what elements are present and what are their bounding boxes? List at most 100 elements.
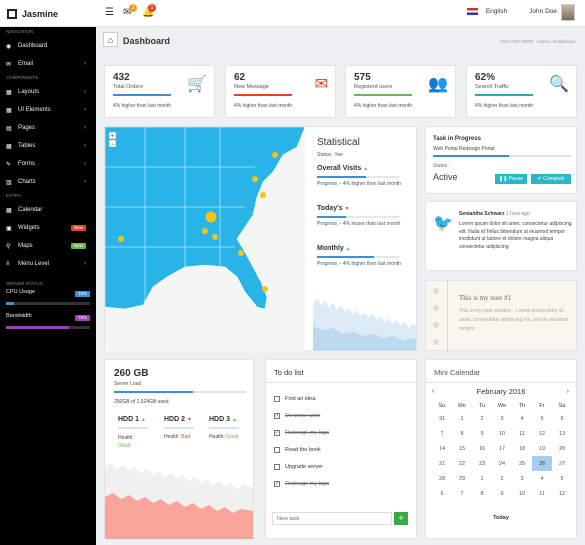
calendar-day[interactable]: 6	[440, 490, 444, 497]
calendar-day[interactable]: 25	[518, 460, 526, 467]
sidebar-item-widgets[interactable]: ▣ Widgets New	[0, 219, 96, 237]
calendar-day[interactable]: 9	[500, 490, 504, 497]
todo-item[interactable]: Find an idea.	[274, 396, 317, 402]
sidebar-item-calendar[interactable]: ▦ Calendar	[0, 201, 96, 219]
overall-visits-bar	[317, 176, 399, 178]
breadcrumb: YOU ARE HERE Home / Dashboard	[499, 39, 575, 44]
calendar-day[interactable]: 22	[458, 460, 466, 467]
calendar-day[interactable]: 7	[460, 490, 464, 497]
sidebar-item-maps[interactable]: ⚲ Maps New	[0, 237, 96, 255]
sidebar-item-forms[interactable]: ✎ Forms ›	[0, 155, 96, 173]
sidebar-item-charts[interactable]: ▥ Charts ›	[0, 173, 96, 191]
todo-card: To do list Find an idea. ✓ Do some work ✓…	[265, 359, 417, 539]
mail-icon[interactable]: ✉ 1	[123, 4, 137, 18]
complete-label: Complete	[543, 176, 565, 182]
calendar-day[interactable]: 23	[478, 460, 486, 467]
calendar-day[interactable]: 15	[458, 445, 466, 452]
todo-item[interactable]: ✓ Redesign my logo	[274, 430, 329, 436]
calendar-day[interactable]: 3	[500, 415, 504, 422]
prev-month-icon[interactable]: ‹	[432, 388, 435, 395]
todo-item[interactable]: Upgrade server	[274, 464, 323, 470]
calendar-day[interactable]: 21	[438, 460, 446, 467]
checkbox[interactable]: ✓	[274, 413, 280, 419]
calendar-day[interactable]: 26	[532, 456, 552, 471]
menu-toggle-icon[interactable]: ☰	[105, 7, 114, 18]
tweet-author[interactable]: Semantha Schwarz	[459, 211, 505, 217]
today-button[interactable]: Today	[493, 515, 509, 521]
calendar-day[interactable]: 1	[460, 415, 464, 422]
chevron-right-icon: ›	[84, 179, 86, 185]
todo-item[interactable]: Read the book	[274, 447, 321, 453]
add-task-button[interactable]: +	[394, 512, 408, 525]
envelope-icon: ✉	[6, 61, 12, 68]
calendar-day[interactable]: 11	[539, 490, 545, 497]
hdd-health: Good	[118, 443, 131, 449]
calendar-day[interactable]: 11	[519, 430, 525, 437]
calendar-day[interactable]: 18	[518, 445, 526, 452]
calendar-day[interactable]: 10	[518, 490, 526, 497]
sidebar-item-layouts[interactable]: ▦ Layouts ›	[0, 83, 96, 101]
language-selector[interactable]: English	[485, 8, 508, 15]
flag-icon[interactable]	[466, 8, 478, 15]
calendar-day[interactable]: 14	[438, 445, 446, 452]
checkbox[interactable]: ✓	[274, 430, 280, 436]
calendar-day[interactable]: 20	[558, 445, 566, 452]
calendar-day[interactable]: 7	[440, 430, 444, 437]
calendar-day[interactable]: 13	[558, 430, 566, 437]
hdd-health: Good	[226, 434, 239, 440]
note-card: This is my note #1 This is my note conte…	[425, 280, 577, 352]
calendar-day[interactable]: 2	[480, 415, 484, 422]
checkbox[interactable]: ✓	[274, 481, 280, 487]
calendar-day[interactable]: 27	[558, 460, 566, 467]
task-name: Web Portal Redesign Portal	[433, 146, 495, 152]
calendar-day[interactable]: 29	[458, 475, 466, 482]
calendar-day[interactable]: 17	[498, 445, 506, 452]
calendar-card: Mini Calendar ‹ February 2016 › Su Mo Tu We…	[425, 359, 577, 539]
sidebar-item-email[interactable]: ✉ Email ›	[0, 55, 96, 73]
calendar-day[interactable]: 2	[500, 475, 504, 482]
app-name: Jasmine	[22, 8, 59, 19]
complete-button[interactable]: ✔ Complete	[531, 174, 571, 184]
new-task-input[interactable]	[272, 512, 392, 525]
sidebar-item-ui-elements[interactable]: ▦ UI Elements ›	[0, 101, 96, 119]
bell-icon[interactable]: 🔔 1	[142, 4, 156, 18]
new-badge: New	[70, 225, 86, 231]
breadcrumb-home[interactable]: Home	[537, 39, 550, 44]
calendar-day[interactable]: 24	[498, 460, 506, 467]
calendar-day[interactable]: 28	[438, 475, 446, 482]
sidebar-item-tables[interactable]: ▦ Tables ›	[0, 137, 96, 155]
usa-map[interactable]: + −	[105, 127, 305, 352]
todo-item[interactable]: ✓ Redesign my logo	[274, 481, 329, 487]
pause-button[interactable]: ❚❚ Pause	[495, 174, 527, 184]
calendar-day[interactable]: 31	[438, 415, 446, 422]
calendar-day[interactable]: 12	[538, 430, 546, 437]
sidebar-item-dashboard[interactable]: ◉ Dashboard	[0, 37, 96, 55]
todo-item[interactable]: ✓ Do some work	[274, 413, 320, 419]
sidebar-item-pages[interactable]: ▤ Pages ›	[0, 119, 96, 137]
calendar-day[interactable]: 5	[540, 415, 544, 422]
calendar-day[interactable]: 12	[558, 490, 566, 497]
todo-text: Find an idea.	[285, 396, 317, 402]
mail-count-badge: 1	[129, 4, 137, 12]
next-month-icon[interactable]: ›	[566, 388, 569, 395]
checkbox[interactable]	[274, 447, 280, 453]
calendar-day[interactable]: 8	[480, 490, 484, 497]
calendar-day[interactable]: 10	[498, 430, 506, 437]
calendar-day[interactable]: 1	[480, 475, 484, 482]
checkbox[interactable]	[274, 464, 280, 470]
checkbox[interactable]	[274, 396, 280, 402]
calendar-day[interactable]: 4	[520, 415, 524, 422]
brand[interactable]: Jasmine	[0, 0, 96, 27]
calendar-day[interactable]: 9	[480, 430, 484, 437]
calendar-day[interactable]: 8	[460, 430, 464, 437]
visits-area-chart	[313, 298, 416, 351]
calendar-day[interactable]: 5	[560, 475, 564, 482]
sidebar-item-menu-level[interactable]: ≡ Menu Level ›	[0, 255, 96, 273]
user-name[interactable]: John Doe	[529, 8, 557, 15]
avatar[interactable]	[561, 4, 575, 21]
calendar-day[interactable]: 19	[538, 445, 546, 452]
calendar-day[interactable]: 16	[478, 445, 486, 452]
calendar-day[interactable]: 6	[560, 415, 564, 422]
calendar-day[interactable]: 4	[540, 475, 544, 482]
calendar-day[interactable]: 3	[520, 475, 524, 482]
